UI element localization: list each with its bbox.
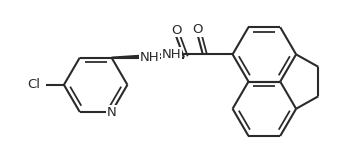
Text: NH: NH [161, 48, 181, 61]
Text: O: O [171, 24, 181, 37]
Text: NH: NH [139, 51, 159, 64]
Text: Cl: Cl [27, 78, 40, 91]
Text: N: N [106, 105, 116, 118]
Text: O: O [193, 23, 203, 36]
